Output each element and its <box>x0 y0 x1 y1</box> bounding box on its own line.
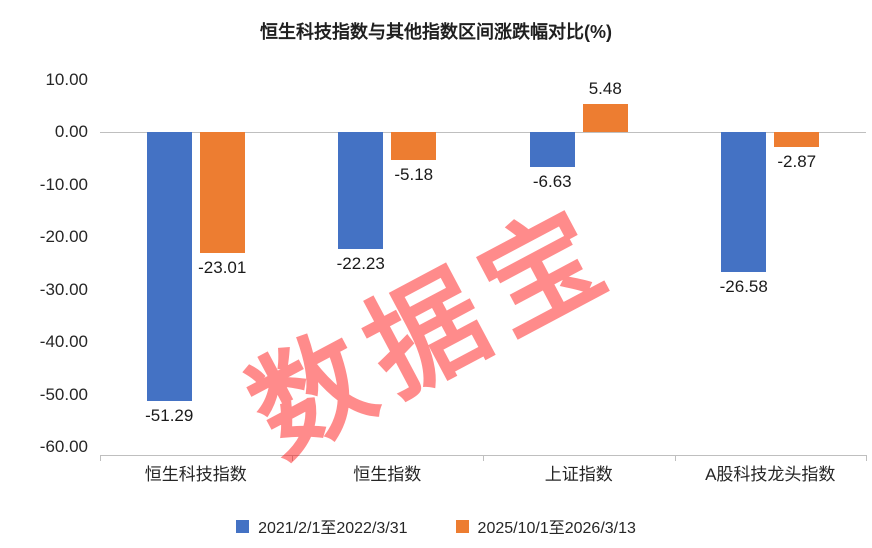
legend-item-series2: 2025/10/1至2026/3/13 <box>455 514 636 538</box>
bar-series2-cat3 <box>582 103 628 133</box>
bar-series2-cat1 <box>199 132 245 254</box>
legend-label-series1: 2021/2/1至2022/3/31 <box>258 520 408 537</box>
y-axis-tick-label: 0.00 <box>54 122 88 142</box>
value-label: 5.48 <box>588 78 622 98</box>
legend-swatch-series2 <box>455 519 469 533</box>
category-label: 恒生科技指数 <box>144 465 247 484</box>
y-axis-tick-label: -20.00 <box>39 227 88 247</box>
bar-series1-cat4 <box>721 132 767 272</box>
value-label: -5.18 <box>394 164 434 184</box>
y-axis-tick-label: -30.00 <box>39 279 88 299</box>
bar-series2-cat4 <box>774 132 820 148</box>
value-label: -2.87 <box>777 152 817 172</box>
x-axis-tick <box>674 455 676 461</box>
chart-title: 恒生科技指数与其他指数区间涨跌幅对比(%) <box>260 22 612 42</box>
y-axis-tick-label: -60.00 <box>39 437 88 456</box>
bar-series1-cat3 <box>529 132 575 168</box>
x-axis-tick <box>291 455 293 461</box>
category-label: 恒生指数 <box>353 465 422 484</box>
bar-series1-cat1 <box>146 132 192 402</box>
value-label: -6.63 <box>532 172 572 192</box>
value-label: -26.58 <box>719 276 768 296</box>
zero-gridline <box>100 132 866 134</box>
value-label: -22.23 <box>336 253 385 273</box>
y-axis-tick-label: -50.00 <box>39 384 88 404</box>
bar-series1-cat2 <box>338 132 384 249</box>
y-axis-tick-label: 10.00 <box>45 70 88 89</box>
legend-swatch-series1 <box>236 519 250 533</box>
x-axis-tick <box>483 455 484 461</box>
bar-series2-cat2 <box>391 132 437 160</box>
x-axis-tick <box>866 455 867 461</box>
legend: 2021/2/1至2022/3/31 2025/10/1至2026/3/13 <box>0 514 872 538</box>
legend-item-series1: 2021/2/1至2022/3/31 <box>236 514 408 538</box>
category-label: 上证指数 <box>544 465 613 484</box>
y-axis-tick-label: -40.00 <box>39 332 88 352</box>
category-label: A股科技龙头指数 <box>705 465 836 484</box>
value-label: -23.01 <box>198 258 247 278</box>
y-axis-tick-label: -10.00 <box>39 174 88 194</box>
legend-label-series2: 2025/10/1至2026/3/13 <box>477 520 636 537</box>
x-axis-tick <box>100 455 101 461</box>
value-label: -51.29 <box>145 406 194 426</box>
